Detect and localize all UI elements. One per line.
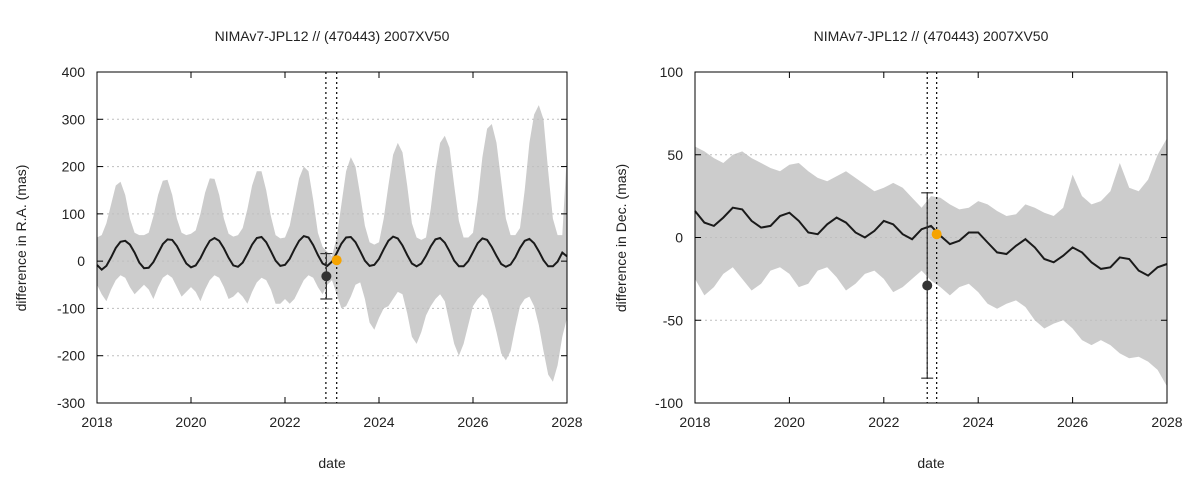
x-tick-label: 2026: [457, 414, 488, 430]
x-tick-label: 2028: [1151, 414, 1182, 430]
x-tick-label: 2018: [81, 414, 112, 430]
x-tick-label: 2026: [1057, 414, 1088, 430]
x-tick-label: 2028: [551, 414, 582, 430]
difference-line: [694, 206, 1168, 277]
y-tick-label: -100: [57, 300, 85, 316]
observation-point: [331, 255, 342, 266]
ra-difference-chart: -300 -200 -100 0 100 200 300 400 2018 2020 2022 202…: [13, 28, 583, 471]
x-axis-label: date: [318, 455, 345, 471]
x-tick-label: 2020: [774, 414, 805, 430]
y-tick-label: 100: [62, 206, 86, 222]
x-tick-label: 2022: [868, 414, 899, 430]
observation-point: [321, 271, 332, 282]
uncertainty-band: [695, 138, 1167, 387]
y-tick-label: 400: [62, 64, 86, 80]
y-tick-label: 0: [77, 253, 85, 269]
y-tick-label: -300: [57, 395, 85, 411]
y-tick-label: 50: [667, 147, 683, 163]
observation-point: [922, 280, 933, 291]
x-tick-label: 2018: [679, 414, 710, 430]
y-axis-label: difference in Dec. (mas): [613, 164, 629, 312]
x-tick-label: 2024: [963, 414, 994, 430]
chart-title: NIMAv7-JPL12 // (470443) 2007XV50: [814, 28, 1049, 44]
dec-difference-chart: -100 -50 0 50 100 2018 2020 2022 2024 2026 2028 NI…: [613, 28, 1183, 471]
y-tick-label: 200: [62, 159, 86, 175]
x-axis-label: date: [917, 455, 944, 471]
y-tick-label: 0: [675, 230, 683, 246]
x-tick-label: 2024: [363, 414, 394, 430]
chart-title: NIMAv7-JPL12 // (470443) 2007XV50: [215, 28, 450, 44]
y-tick-label: -100: [655, 395, 683, 411]
x-tick-label: 2020: [175, 414, 206, 430]
y-tick-label: -200: [57, 348, 85, 364]
plot-frame: [96, 71, 568, 404]
y-tick-label: 100: [660, 64, 684, 80]
uncertainty-band: [97, 105, 567, 382]
y-tick-label: 300: [62, 111, 86, 127]
y-axis-label: difference in R.A. (mas): [13, 165, 29, 312]
x-tick-label: 2022: [269, 414, 300, 430]
y-tick-label: -50: [663, 312, 683, 328]
plot-area: -100 -50 0 50 100 2018 2020 2022 2024 2026 2028: [655, 64, 1183, 430]
observation-point: [931, 229, 942, 240]
plot-area: -300 -200 -100 0 100 200 300 400 2018 2020 2022 202…: [57, 64, 583, 430]
